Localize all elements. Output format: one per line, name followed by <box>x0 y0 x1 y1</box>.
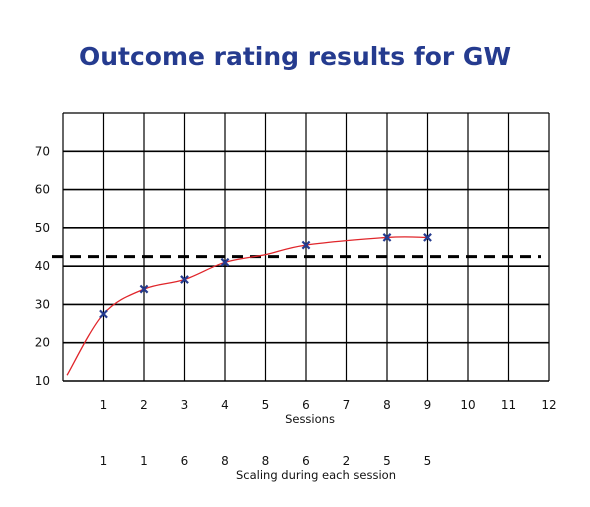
marker-stroke <box>301 240 311 250</box>
x-tick-label: 1 <box>100 398 108 412</box>
series-line <box>66 236 428 376</box>
marker-stroke <box>382 233 392 242</box>
marker-stroke <box>99 309 108 319</box>
scaling-value: 2 <box>343 454 351 468</box>
marker-stroke <box>139 284 149 294</box>
y-tick-label: 30 <box>35 297 50 311</box>
x-tick-label: 5 <box>262 398 270 412</box>
scaling-value: 1 <box>100 454 108 468</box>
data-point-marker <box>382 233 392 242</box>
scaling-value: 5 <box>424 454 432 468</box>
grid <box>62 112 550 382</box>
x-tick-labels: 1 2 3 4 5 6 7 8 9 10 11 12 <box>100 398 557 412</box>
x-tick-label: 3 <box>181 398 189 412</box>
scaling-value: 8 <box>221 454 229 468</box>
y-tick-label: 50 <box>35 221 50 235</box>
data-point-marker <box>99 309 108 319</box>
x-tick-label: 12 <box>541 398 556 412</box>
scaling-row-label: Scaling during each session <box>236 468 396 482</box>
chart-title: Outcome rating results for GW <box>78 42 512 71</box>
x-tick-label: 8 <box>383 398 391 412</box>
y-tick-label: 40 <box>35 259 50 273</box>
x-tick-label: 4 <box>221 398 229 412</box>
scaling-values-row: 1 1 6 8 8 6 2 5 5 <box>100 454 432 468</box>
x-tick-label: 10 <box>460 398 475 412</box>
x-tick-label: 2 <box>140 398 148 412</box>
x-tick-label: 9 <box>424 398 432 412</box>
scaling-value: 1 <box>140 454 148 468</box>
data-point-marker <box>180 275 189 284</box>
y-tick-label: 60 <box>35 183 50 197</box>
scaling-value: 8 <box>262 454 270 468</box>
markers-group <box>99 233 432 319</box>
data-point-marker <box>220 257 230 267</box>
data-point-marker <box>301 240 311 250</box>
y-tick-labels: 10 20 30 40 50 60 70 <box>35 144 50 388</box>
scaling-value: 6 <box>302 454 310 468</box>
x-tick-label: 7 <box>343 398 351 412</box>
y-tick-label: 20 <box>35 336 50 350</box>
x-tick-label: 6 <box>302 398 310 412</box>
x-axis-label: Sessions <box>285 412 335 426</box>
y-tick-label: 10 <box>35 374 50 388</box>
marker-stroke <box>423 233 432 242</box>
scaling-value: 6 <box>181 454 189 468</box>
scaling-value: 5 <box>383 454 391 468</box>
y-tick-label: 70 <box>35 144 50 158</box>
data-point-marker <box>139 284 149 294</box>
data-point-marker <box>423 233 432 242</box>
series-line-group <box>66 236 428 376</box>
marker-stroke <box>220 257 230 267</box>
marker-stroke <box>180 275 189 284</box>
x-tick-label: 11 <box>501 398 516 412</box>
